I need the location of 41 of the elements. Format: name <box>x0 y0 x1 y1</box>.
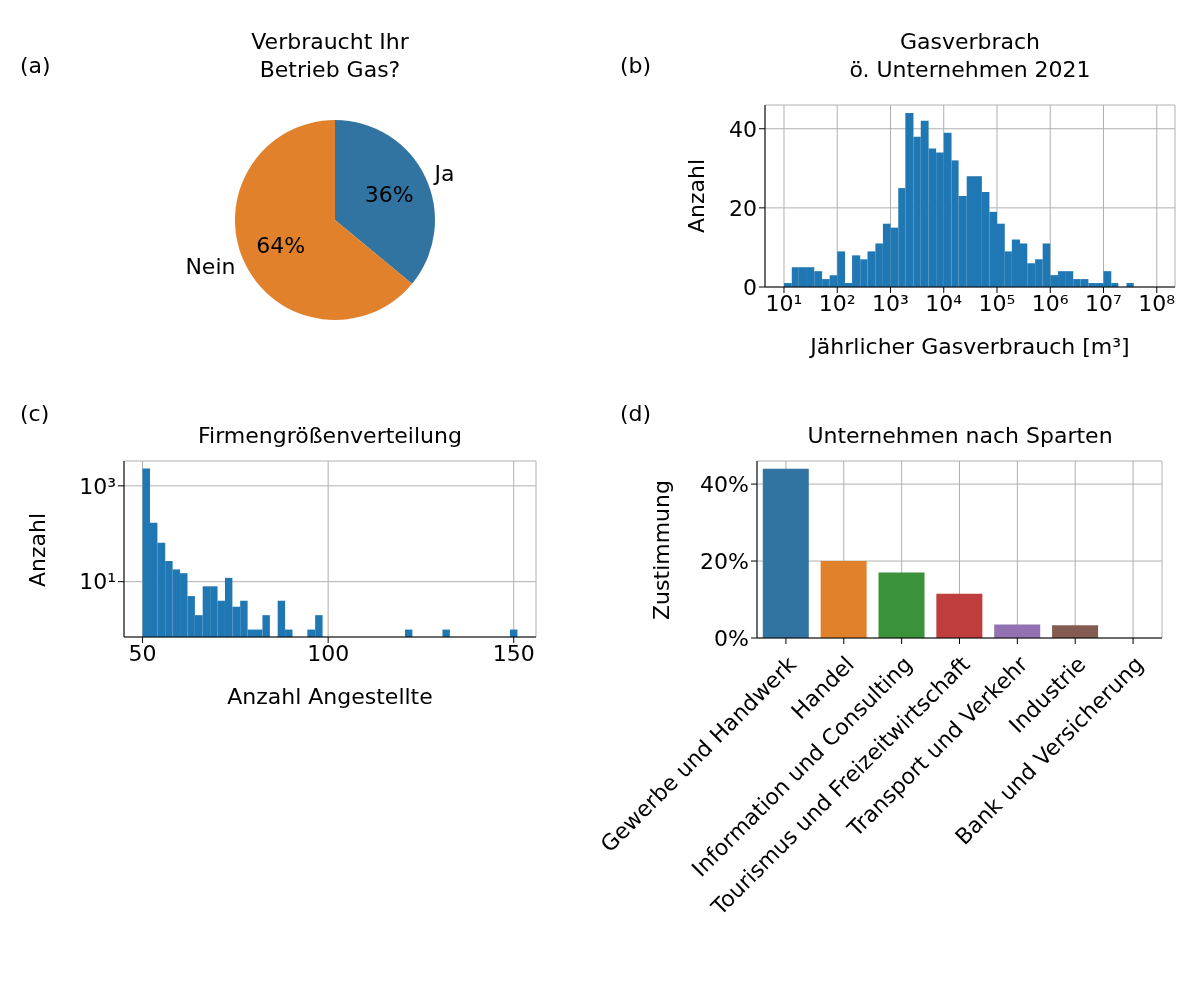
x-tick-label: 10⁸ <box>1138 290 1176 316</box>
text: (c) <box>20 400 50 428</box>
x-tick-label: 10¹ <box>765 290 803 316</box>
y-axis-title: Anzahl <box>683 158 711 234</box>
bar <box>936 593 983 638</box>
slice-label: Nein <box>185 254 236 280</box>
x-tick-label: 150 <box>492 640 535 666</box>
bar <box>1052 625 1099 638</box>
x-tick-label: 10⁴ <box>925 290 963 316</box>
chart-title: Verbraucht Ihr Betrieb Gas? <box>251 28 409 83</box>
pie-slice <box>235 120 413 320</box>
slice-label: Ja <box>432 160 455 186</box>
bar <box>820 561 867 638</box>
chart-title: Gasverbrach ö. Unternehmen 2021 <box>849 28 1091 83</box>
x-tick-label: 10⁶ <box>1031 290 1069 316</box>
x-tick-label: 10⁷ <box>1085 290 1122 316</box>
x-tick-label: 50 <box>128 640 157 666</box>
y-tick-label: 20 <box>729 195 757 221</box>
data-label: 64% <box>256 233 306 259</box>
chart-title: Unternehmen nach Sparten <box>807 422 1113 450</box>
y-tick-label: 0 <box>743 274 757 300</box>
data-label: 36% <box>364 181 414 207</box>
bar <box>878 572 925 638</box>
y-tick-label: 40% <box>700 471 749 497</box>
text: (b) <box>620 52 652 80</box>
x-tick-label: 10³ <box>872 290 909 316</box>
y-axis-title: Zustimmung <box>648 480 676 620</box>
y-tick-label: 0% <box>714 625 749 651</box>
y-axis-title: Anzahl <box>24 512 52 588</box>
y-tick-label: 20% <box>700 548 749 574</box>
chart-title: Firmengrößenverteilung <box>198 422 462 450</box>
x-tick-label: 10² <box>818 290 856 316</box>
text: (a) <box>20 52 51 80</box>
text: (d) <box>620 400 652 428</box>
x-axis-title: Jährlicher Gasverbrauch [m³] <box>810 333 1130 361</box>
x-tick-label: 10⁵ <box>978 290 1016 316</box>
x-axis-title: Anzahl Angestellte <box>227 683 433 711</box>
y-tick-label: 40 <box>729 116 757 142</box>
pie-slice <box>335 120 435 284</box>
x-tick-label: 100 <box>307 640 350 666</box>
bar <box>762 468 809 638</box>
